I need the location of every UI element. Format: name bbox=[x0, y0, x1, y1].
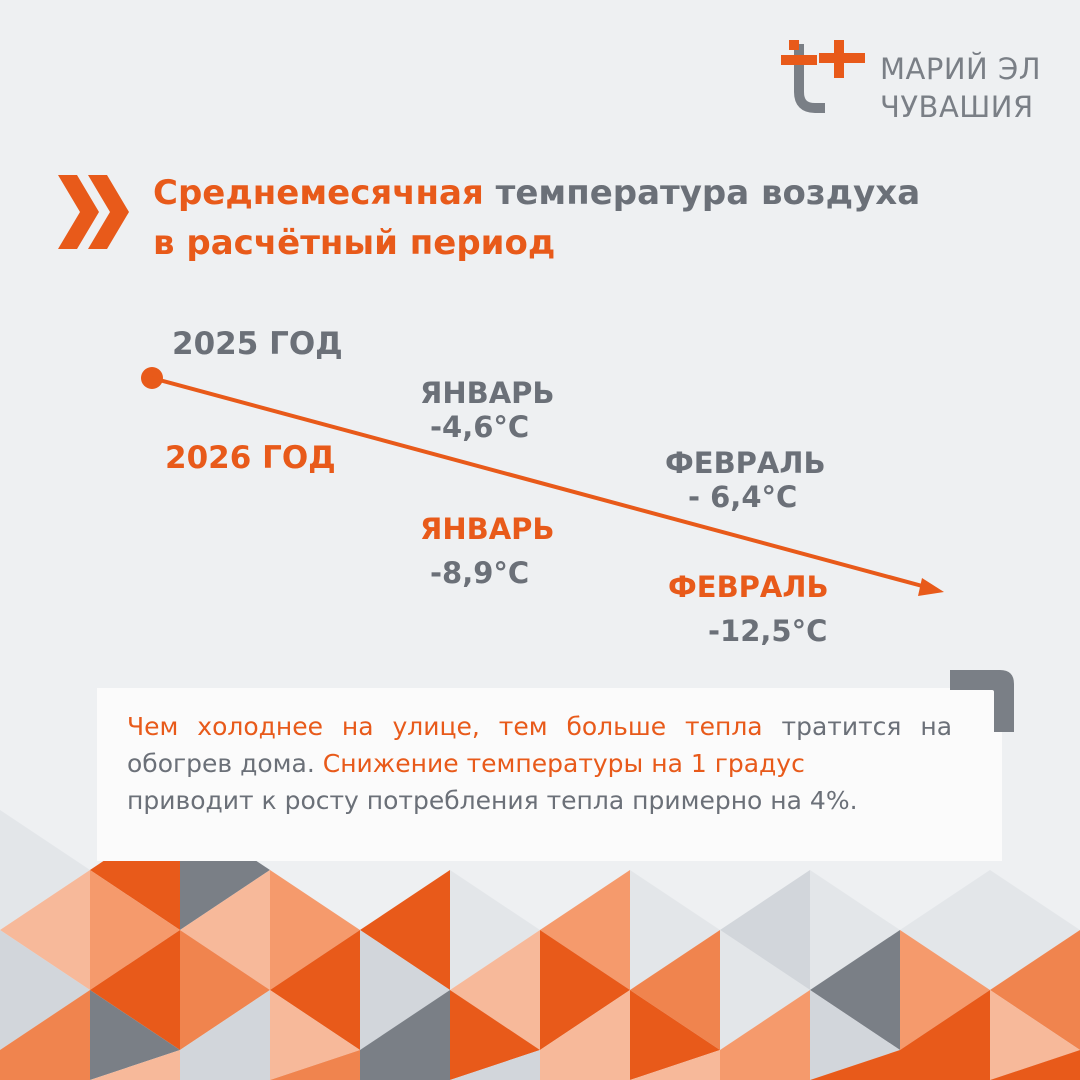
feb-2025-label: ФЕВРАЛЬ bbox=[665, 446, 826, 480]
feb-2025-temp: - 6,4°C bbox=[688, 480, 798, 514]
info-box: Чем холоднее на улице, тем больше тепла … bbox=[97, 688, 1002, 861]
brand-line-1: МАРИЙ ЭЛ bbox=[880, 52, 1042, 86]
double-chevron-right-icon bbox=[58, 175, 129, 249]
info-text-1: тратится на обогрев дома. bbox=[127, 712, 953, 778]
year-2026-label: 2026 ГОД bbox=[165, 440, 336, 476]
info-highlight-2: Снижение температуры на 1 градус bbox=[322, 749, 805, 778]
corner-bracket-icon bbox=[950, 670, 1014, 732]
triangle-mosaic-decoration bbox=[0, 810, 1080, 1080]
arrow-right-icon bbox=[918, 578, 944, 596]
jan-2025-temp: -4,6°C bbox=[430, 410, 530, 444]
jan-2025-label: ЯНВАРЬ bbox=[420, 376, 555, 410]
year-2025-label: 2025 ГОД bbox=[172, 326, 343, 362]
info-text-2: приводит к росту потребления тепла приме… bbox=[127, 786, 858, 815]
brand-name: МАРИЙ ЭЛ ЧУВАШИЯ bbox=[880, 50, 1041, 126]
jan-2026-label: ЯНВАРЬ bbox=[420, 512, 555, 546]
t-plus-logo-icon bbox=[781, 40, 865, 113]
brand-line-2: ЧУВАШИЯ bbox=[880, 90, 1034, 124]
page-title: Среднемесячная температура воздуха в рас… bbox=[153, 168, 920, 268]
feb-2026-label: ФЕВРАЛЬ bbox=[668, 570, 829, 604]
info-text: Чем холоднее на улице, тем больше тепла … bbox=[127, 708, 952, 819]
title-line-2: в расчётный период bbox=[153, 223, 556, 263]
title-highlight: Среднемесячная bbox=[153, 173, 484, 213]
info-highlight-1: Чем холоднее на улице, тем больше тепла bbox=[127, 712, 763, 741]
timeline-line bbox=[151, 376, 927, 589]
timeline-arrow bbox=[141, 367, 944, 596]
feb-2026-temp: -12,5°C bbox=[708, 614, 828, 648]
title-rest: температура воздуха bbox=[483, 173, 921, 213]
jan-2026-temp: -8,9°C bbox=[430, 556, 530, 590]
